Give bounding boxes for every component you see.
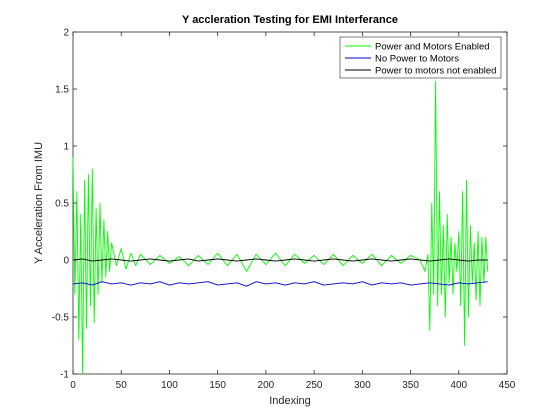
x-tick-label: 100: [161, 380, 178, 391]
x-axis-label: Indexing: [269, 395, 311, 407]
x-tick-label: 300: [354, 380, 371, 391]
series-line-3: [72, 258, 488, 262]
ticks-layer: 0 50 100 150 200 250 300 350 400 450 -1 -0.5 0 0.5 1 1.…: [52, 28, 516, 392]
x-tick-label: 400: [450, 380, 467, 391]
series-line-1: [72, 80, 489, 375]
y-tick-label: -1: [60, 370, 69, 381]
y-tick-label: -0.5: [52, 313, 70, 324]
y-tick-label: 1: [63, 142, 69, 153]
x-tick-label: 150: [209, 380, 226, 391]
x-tick-label: 350: [402, 380, 419, 391]
series-layer: [72, 80, 489, 375]
x-tick-label: 0: [70, 380, 76, 391]
y-axis-label: Y Acceleration From IMU: [33, 142, 45, 264]
legend-label-1: Power and Motors Enabled: [375, 42, 490, 53]
y-tick-label: 0: [63, 256, 69, 267]
series-line-2: [72, 281, 488, 287]
chart-title: Y accleration Testing for EMI Interferan…: [182, 14, 398, 26]
y-tick-label: 1.5: [55, 85, 69, 96]
legend-label-2: No Power to Motors: [375, 54, 459, 65]
x-tick-label: 450: [499, 380, 516, 391]
legend-label-3: Power to motors not enabled: [375, 66, 496, 77]
y-tick-label: 2: [63, 28, 69, 39]
x-tick-label: 250: [306, 380, 323, 391]
plot-area: [72, 31, 508, 375]
x-tick-label: 200: [258, 380, 275, 391]
x-tick-label: 50: [116, 380, 128, 391]
y-tick-label: 0.5: [55, 199, 69, 210]
